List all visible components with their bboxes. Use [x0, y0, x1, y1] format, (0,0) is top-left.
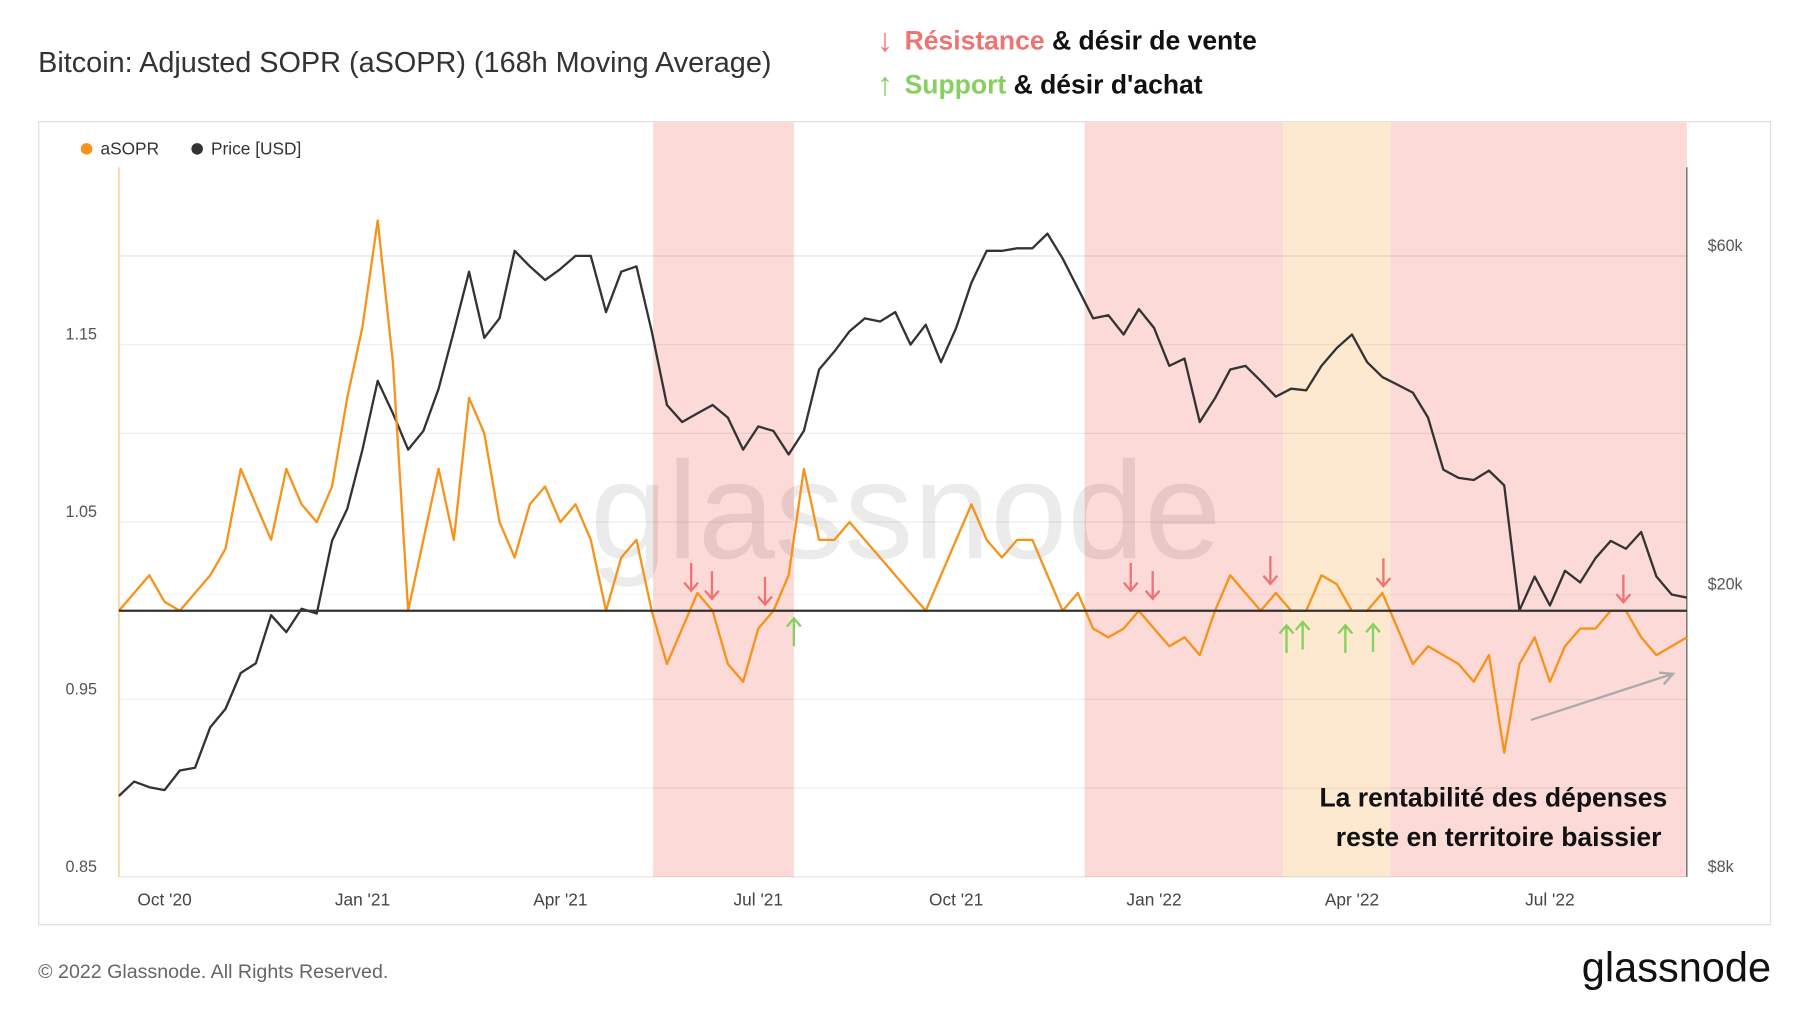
- arrow: [786, 616, 802, 647]
- x-tick-label: Oct '21: [929, 890, 983, 910]
- notes: ↓ Résistance & désir de vente ↑ Support & d…: [877, 22, 1257, 102]
- annotation: reste en territoire baissier: [1336, 822, 1662, 852]
- arrow: [1294, 620, 1311, 650]
- regions: [653, 122, 1687, 877]
- support-arrows: [786, 616, 1381, 654]
- y-tick-label: 0.85: [66, 858, 97, 876]
- arrow: [1262, 556, 1279, 586]
- neutral-region: [1283, 122, 1391, 877]
- y2-tick-label: $8k: [1708, 858, 1735, 876]
- bear-region: [1390, 122, 1687, 877]
- arrow: [1122, 563, 1139, 593]
- y2-tick-label: $60k: [1708, 237, 1744, 255]
- frame: [38, 121, 1772, 926]
- arrow: [757, 576, 773, 607]
- legend-marker: [80, 143, 93, 155]
- chart-title: Bitcoin: Adjusted SOPR (aSOPR) (168h Mov…: [38, 47, 771, 79]
- note-keyword: Support: [905, 70, 1007, 100]
- legend-label: Price [USD]: [211, 139, 301, 159]
- y-tick-label: 1.15: [66, 326, 97, 344]
- arrow: [1365, 622, 1381, 652]
- bear-region: [1084, 122, 1284, 877]
- note-text: & désir d'achat: [1006, 70, 1203, 100]
- plot: 0.85 0.95 1.05 1.15 $8k $20k $60k Oct '20 Jan '2…: [66, 139, 1744, 910]
- trend-arrow: [1530, 671, 1676, 722]
- note-arrow: ↑: [877, 66, 893, 102]
- watermark: glassnode: [590, 434, 1221, 588]
- x-tick-label: Jul '21: [734, 890, 783, 910]
- y-tick-label: 0.95: [66, 681, 97, 699]
- x-tick-label: Jul '22: [1525, 890, 1574, 910]
- x-tick-label: Oct '20: [137, 890, 191, 910]
- x-tick-label: Apr '21: [533, 890, 587, 910]
- series-line: [118, 232, 1688, 797]
- arrow: [1144, 571, 1161, 601]
- arrow: [1615, 574, 1632, 605]
- arrow: [1278, 623, 1295, 654]
- series-line: [118, 219, 1688, 754]
- annotation: La rentabilité des dépenses: [1319, 783, 1667, 813]
- x-tick-label: Apr '22: [1325, 890, 1379, 910]
- arrow: [683, 563, 699, 593]
- x-tick-label: Jan '21: [335, 890, 390, 910]
- note-text: & désir de vente: [1045, 26, 1257, 56]
- legend-label: aSOPR: [100, 139, 159, 159]
- y2-tick-label: $20k: [1708, 576, 1744, 594]
- footer: © 2022 Glassnode. All Rights Reserved.: [38, 961, 388, 983]
- arrow: [1375, 558, 1392, 588]
- logo: glassnode: [1582, 943, 1771, 990]
- note-arrow: ↓: [877, 22, 893, 58]
- note: Résistance & désir de vente: [905, 26, 1257, 56]
- x-tick-label: Jan '22: [1126, 890, 1181, 910]
- arrow: [1337, 623, 1354, 654]
- note-keyword: Résistance: [905, 26, 1045, 56]
- note: Support & désir d'achat: [905, 70, 1203, 100]
- arrow: [704, 571, 720, 601]
- legend-marker: [191, 143, 203, 155]
- signal-arrows: [683, 556, 1676, 722]
- resistance-arrows: [683, 556, 1632, 607]
- bear-region: [653, 122, 794, 877]
- y-tick-label: 1.05: [66, 503, 97, 521]
